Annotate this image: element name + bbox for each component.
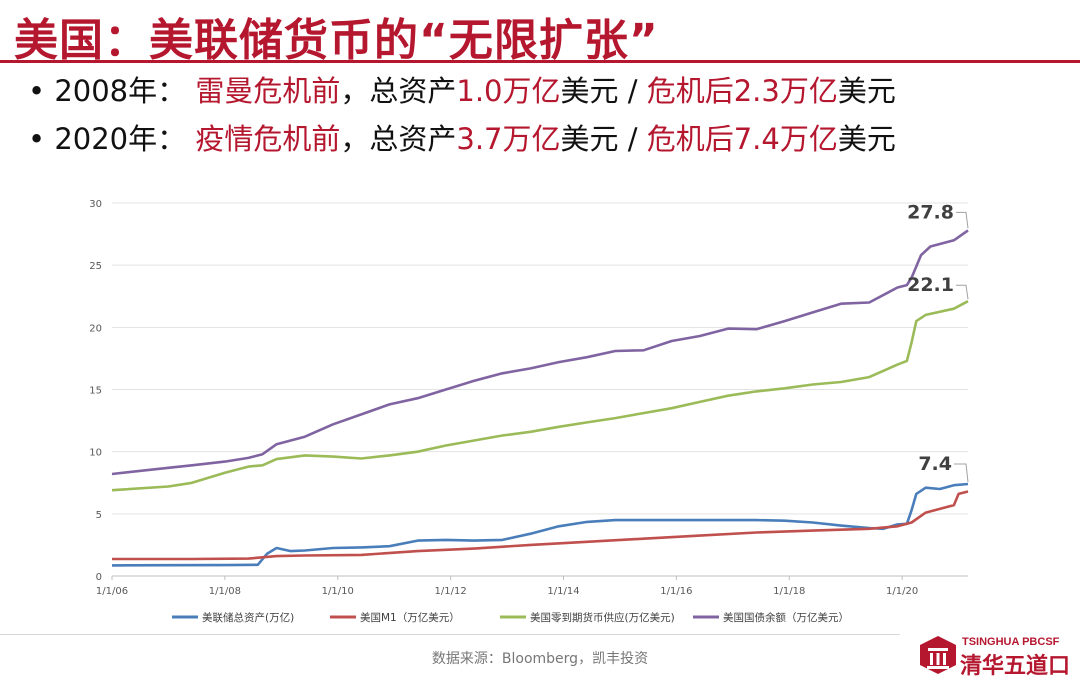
bullet-marker: • [28, 74, 46, 108]
y-tick-label: 20 [89, 323, 102, 334]
source-note: 数据来源：Bloomberg，凯丰投资 [431, 651, 649, 667]
bullet-unit: 美元 / [560, 122, 647, 156]
x-tick-label: 1/1/20 [886, 586, 918, 597]
y-tick-label: 15 [89, 386, 102, 397]
title-divider [0, 60, 1080, 63]
legend-label: 美国国债余额（万亿美元） [723, 611, 849, 624]
x-tick-label: 1/1/16 [660, 586, 692, 597]
y-tick-label: 5 [96, 510, 102, 521]
bullet-mid: ，总资产 [340, 74, 457, 108]
legend-label: 美国M1（万亿美元） [360, 611, 460, 624]
footer-divider [0, 634, 900, 635]
bullet-post-label: 危机后7.4万亿 [646, 122, 838, 156]
callout-leader [956, 211, 969, 229]
bullet-year: 2008年： [54, 74, 187, 108]
x-tick-label: 1/1/08 [209, 586, 241, 597]
bullet-pre-label: 疫情危机前 [195, 122, 341, 156]
callout-leader [954, 463, 969, 483]
data-callout: 27.8 [907, 201, 954, 223]
legend-label: 美国零到期货币供应(万亿美元) [530, 611, 675, 624]
legend-label: 美联储总资产(万亿) [202, 611, 294, 624]
series-line [111, 300, 969, 492]
bullet-pre-value: 1.0万亿 [456, 74, 561, 108]
logo-text-cn: 清华五道口 [960, 654, 1071, 679]
series-line [112, 490, 969, 561]
x-tick-label: 1/1/06 [96, 586, 128, 597]
x-tick-label: 1/1/10 [322, 586, 354, 597]
bullet-unit: 美元 / [560, 74, 647, 108]
x-tick-label: 1/1/12 [435, 586, 467, 597]
data-callout: 7.4 [918, 453, 952, 475]
bullet-unit: 美元 [837, 74, 896, 108]
pbcsf-emblem-icon [920, 636, 956, 674]
bullet-2008: • 2008年： 雷曼危机前，总资产1.0万亿美元 / 危机后2.3万亿美元 [28, 68, 896, 110]
slide-title: 美国：美联储货币的“无限扩张” [14, 15, 659, 66]
callout-leader [956, 284, 969, 300]
x-tick-label: 1/1/18 [773, 586, 805, 597]
bullet-pre-value: 3.7万亿 [456, 122, 561, 156]
bullet-post-label: 危机后2.3万亿 [646, 74, 838, 108]
series-line [111, 482, 969, 567]
bullet-2020: • 2020年： 疫情危机前，总资产3.7万亿美元 / 危机后7.4万亿美元 [28, 116, 896, 158]
bullet-mid: ，总资产 [340, 122, 457, 156]
data-callout: 22.1 [907, 274, 954, 296]
tsinghua-pbcsf-logo: TSINGHUA PBCSF 清华五道口 [918, 634, 1078, 679]
bullet-unit: 美元 [837, 122, 896, 156]
y-tick-label: 0 [96, 572, 102, 583]
x-tick-label: 1/1/14 [547, 586, 579, 597]
line-chart: 0 5 10 15 20 25 30 1/1/06 1/1/08 1/1/10 1/1/12 1/1/… [89, 199, 969, 624]
bullet-pre-label: 雷曼危机前 [195, 74, 341, 108]
logo-text-en: TSINGHUA PBCSF [962, 636, 1060, 648]
y-tick-label: 30 [89, 199, 102, 210]
y-tick-label: 25 [89, 261, 102, 272]
bullet-marker: • [28, 122, 46, 156]
bullet-year: 2020年： [54, 122, 187, 156]
y-tick-label: 10 [89, 448, 102, 459]
series-line [111, 229, 969, 476]
